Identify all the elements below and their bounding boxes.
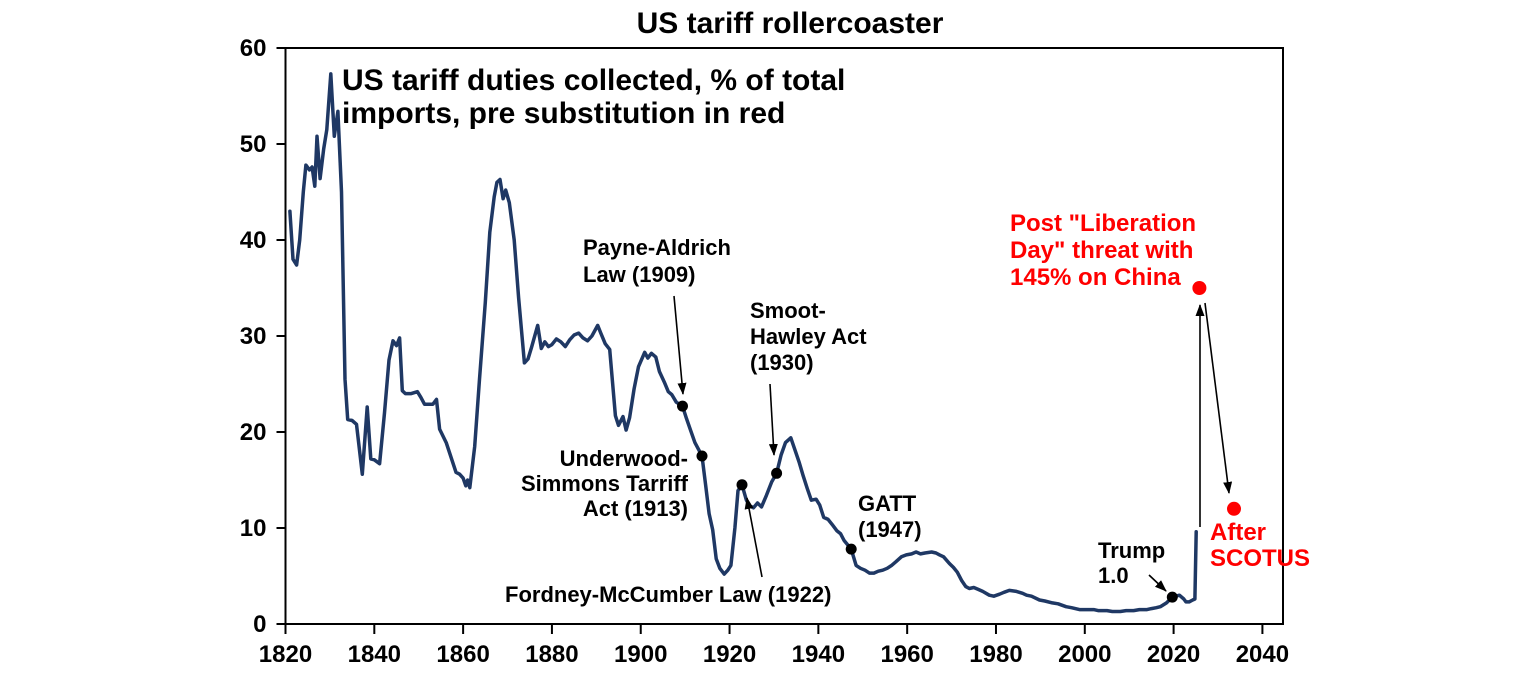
chart-subtitle: US tariff duties collected, % of total im… bbox=[342, 64, 845, 130]
axes: 1820 1840 1860 1880 1900 1920 1940 1960 1980 2000… bbox=[240, 35, 1289, 668]
scotus-arrow bbox=[1204, 302, 1233, 494]
y-axis-tick-label: 20 bbox=[240, 419, 267, 446]
underwood-label: Underwood-Simmons Tarriff Act (1913) bbox=[521, 446, 689, 521]
tariff-rate-line bbox=[288, 72, 1198, 614]
tariff-series-line bbox=[288, 72, 1198, 614]
y-axis-tick-label: 10 bbox=[240, 515, 267, 542]
smoot-arrow bbox=[768, 383, 778, 456]
y-axis-tick-label: 30 bbox=[240, 323, 267, 350]
x-axis-tick-label: 1880 bbox=[525, 641, 578, 668]
x-axis-tick-label: 1940 bbox=[792, 641, 845, 668]
scotus-label: After SCOTUS bbox=[1210, 519, 1310, 572]
x-axis-tick-label: 2040 bbox=[1236, 641, 1289, 668]
payne-dot bbox=[677, 400, 688, 412]
fordney-arrow bbox=[744, 497, 763, 578]
liberation-label: Post "Liberation Day" threat with 145% on … bbox=[1010, 210, 1196, 291]
x-axis-tick-label: 1900 bbox=[614, 641, 667, 668]
chart-subtitle-text: US tariff duties collected, % of total im… bbox=[342, 64, 845, 130]
y-axis-tick-label: 60 bbox=[240, 35, 267, 62]
x-axis-tick-label: 2000 bbox=[1058, 641, 1111, 668]
trump-label: Trump 1.0 bbox=[1098, 538, 1165, 588]
payne-arrow bbox=[673, 295, 687, 395]
gatt-label: GATT (1947) bbox=[858, 491, 922, 542]
underwood-dot bbox=[696, 450, 708, 462]
x-axis-tick-label: 2020 bbox=[1147, 641, 1200, 668]
x-axis-tick-label: 1860 bbox=[436, 641, 489, 668]
smoot-dot bbox=[771, 467, 783, 479]
smoot-label: Smoot-Hawley Act (1930) bbox=[750, 298, 867, 375]
annotation-labels: Payne-Aldrich Law (1909) Smoot-Hawley Act(… bbox=[505, 210, 1310, 607]
x-axis-tick-label: 1960 bbox=[880, 641, 933, 668]
chart-title: US tariff rollercoaster bbox=[637, 7, 944, 40]
trump-arrow bbox=[1148, 574, 1167, 592]
x-axis-tick-label: 1840 bbox=[348, 641, 401, 668]
y-axis-tick-label: 50 bbox=[240, 131, 267, 158]
fordney-label: Fordney-McCumber Law (1922) bbox=[505, 582, 831, 607]
fordney-dot bbox=[736, 479, 748, 491]
payne-label: Payne-Aldrich Law (1909) bbox=[583, 235, 731, 287]
x-axis-tick-label: 1820 bbox=[259, 641, 312, 668]
x-axis-tick-label: 1920 bbox=[703, 641, 756, 668]
scotus-dot bbox=[1227, 501, 1241, 516]
event-markers bbox=[677, 281, 1241, 603]
y-axis-tick-label: 40 bbox=[240, 227, 267, 254]
y-axis-tick-label: 0 bbox=[253, 611, 266, 638]
gatt-dot bbox=[845, 543, 857, 555]
annotation-arrows bbox=[673, 295, 1233, 592]
liberation-dot bbox=[1192, 281, 1207, 295]
trump-dot bbox=[1166, 591, 1178, 603]
x-axis-tick-label: 1980 bbox=[969, 641, 1022, 668]
